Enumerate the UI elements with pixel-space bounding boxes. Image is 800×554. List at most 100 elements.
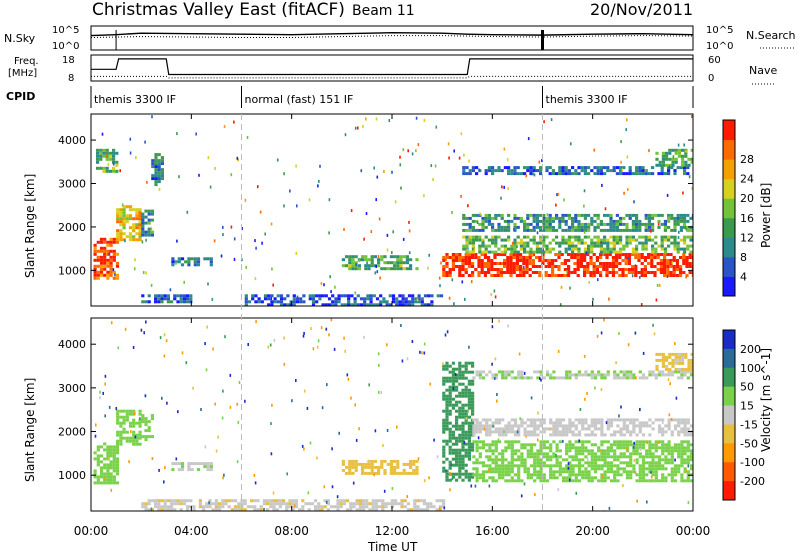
x-tick-label-6: 00:00 [676,524,711,538]
heat-band-10 [462,235,693,254]
heat-band-3 [96,148,119,173]
power-colorbar-tick-label-1: 8 [740,251,747,264]
velocity-colorbar: 200 100 50 15 -15 -50 -100 -200 [722,329,765,501]
velocity-colorbar-tick-label-4: -15 [740,418,758,431]
x-tick-label-4: 16:00 [475,524,510,538]
heat-band-4 [341,459,419,475]
nave-label: Nave [749,64,777,77]
power-colorbar-frame [722,119,736,297]
power-ylabel: Slant Range [km] [23,174,37,278]
velocity-colorbar-frame [722,329,736,501]
power-colorbar-tick-label-2: 12 [740,231,754,244]
power-colorbar-swatch-1 [723,256,735,277]
heat-band-9 [472,370,693,380]
heat-band-6 [341,255,419,271]
velocity-colorbar-tick-label-6: -100 [740,456,765,469]
x-tick-label-1: 04:00 [174,524,209,538]
heat-band-0 [93,237,120,280]
velocity-colorbar-swatch-1 [723,348,735,369]
power-colorbar-tick-label-5: 24 [740,173,754,186]
freq-line-0 [91,58,693,76]
heat-band-13 [655,148,693,167]
power-colorbar-tick-label-0: 4 [740,270,747,283]
nsky-series [90,30,694,50]
heat-band-12 [462,166,693,176]
velocity-colorbar-swatch-3 [723,386,735,407]
heat-band-5 [141,499,446,511]
power-colorbar-swatch-8 [723,120,735,141]
velocity-colorbar-tick-label-7: -200 [740,475,765,488]
nsky-ytick-top: 10^5 [52,25,79,36]
power-colorbar: 4 8 12 16 20 24 28 [722,119,754,297]
heat-band-10 [655,352,693,371]
heat-band-8 [244,294,444,306]
velocity-colorbar-swatch-2 [723,367,735,388]
velocity-ytick-tick-label-2: 3000 [58,382,86,395]
nave-rtick-bottom: 0 [708,73,714,84]
velocity-colorbar-tick-label-5: -50 [740,437,758,450]
power-colorbar-tick-label-6: 28 [740,153,754,166]
heat-band-8 [472,418,693,437]
power-colorbar-tick-label-3: 16 [740,212,754,225]
time-axis: 00:00 04:00 08:00 12:00 16:00 20:00 00:00 [74,114,711,538]
velocity-colorbar-swatch-8 [723,481,735,501]
power-ytick-tick-label-3: 4000 [58,134,86,147]
power-colorbar-swatch-2 [723,237,735,258]
cpid-segment-label-0: themis 3300 IF [94,93,176,106]
velocity-yaxis: 1000 2000 3000 4000 [58,338,693,482]
power-colorbar-tick-label-4: 20 [740,192,754,205]
nsky-panel-frame [90,25,694,51]
velocity-heatmap [93,318,693,511]
chart-title: Christmas Valley East (fitACF) [92,0,345,20]
velocity-colorbar-tick-label-1: 100 [740,362,761,375]
nsearch-rtick-bottom: 10^0 [706,41,733,52]
date-label: 20/Nov/2011 [590,0,693,19]
cpid-label: CPID [6,90,35,103]
heat-band-5 [171,257,213,267]
velocity-ytick-tick-label-0: 1000 [58,469,86,482]
nsearch-label: N.Search [746,29,796,42]
nsky-label: N.Sky [4,32,36,45]
freq-series [91,58,693,79]
power-panel-frame [90,113,694,307]
velocity-ytick-tick-label-1: 2000 [58,426,86,439]
heat-band-9 [442,253,693,277]
freq-label-2: [MHz] [8,68,37,79]
power-colorbar-swatch-3 [723,217,735,238]
power-colorbar-swatch-7 [723,139,735,160]
heat-speckle [94,318,690,511]
power-colorbar-swatch-4 [723,198,735,219]
heat-band-11 [462,213,693,232]
power-colorbar-swatch-6 [723,159,735,180]
power-ytick-tick-label-0: 1000 [58,264,86,277]
beam-label: Beam 11 [352,3,415,19]
x-tick-label-2: 08:00 [274,524,309,538]
heat-band-2 [141,414,154,442]
velocity-colorbar-swatch-7 [723,462,735,482]
velocity-colorbar-label: Velocity [m s^-1] [759,348,773,452]
nsky-line-0 [90,32,694,37]
heat-band-4 [151,153,164,187]
x-tick-label-3: 12:00 [375,524,410,538]
velocity-ytick-tick-label-3: 4000 [58,338,86,351]
freq-label-1: Freq. [14,56,39,67]
heat-band-1 [116,409,142,446]
power-heatmap [93,115,693,306]
freq-ytick-top: 18 [62,55,75,66]
heat-band-3 [171,462,213,472]
power-colorbar-swatch-5 [723,178,735,199]
heat-band-1 [116,205,142,242]
xaxis-label: Time UT [367,540,418,554]
velocity-colorbar-tick-label-2: 50 [740,381,754,394]
cpid-change-lines [241,114,543,511]
cpid-segments: themis 3300 IF normal (fast) 151 IF themis… [90,86,694,108]
power-colorbar-swatch-0 [723,276,735,297]
nsky-ytick-bottom: 10^0 [52,41,79,52]
heat-band-7 [141,294,193,304]
velocity-colorbar-swatch-4 [723,405,735,425]
power-ytick-tick-label-2: 3000 [58,178,86,191]
x-tick-label-5: 20:00 [575,524,610,538]
heat-band-7 [472,440,693,483]
cpid-segment-label-2: themis 3300 IF [546,93,628,106]
